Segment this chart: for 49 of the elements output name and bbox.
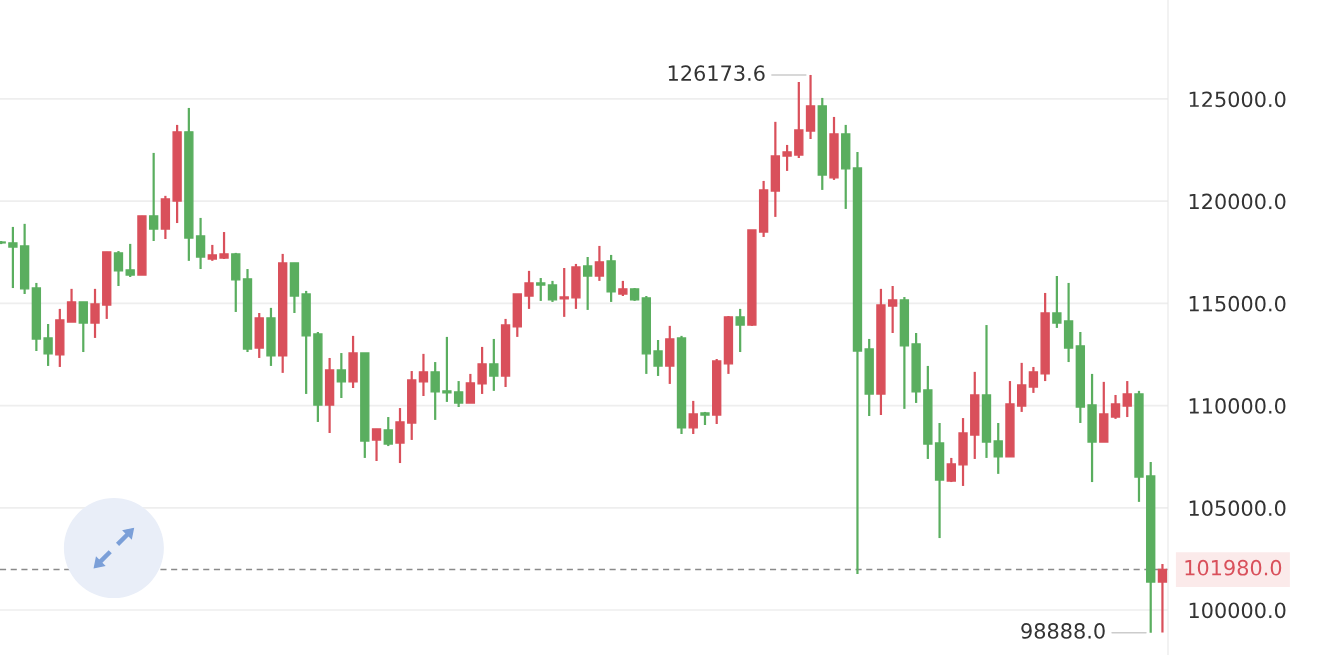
candlestick [195,216,206,271]
candlestick [8,225,18,290]
candlestick [90,287,100,340]
candlestick [653,338,663,378]
candlestick [536,276,546,303]
candlestick [395,406,405,465]
candlestick [465,372,476,405]
candlestick [1028,365,1039,395]
candlestick [1157,562,1168,634]
y-tick-label: 120000.0 [1189,193,1286,210]
candlestick [1110,393,1121,420]
candlestick [383,415,393,448]
candlestick [547,279,558,304]
candlestick [371,427,382,463]
candlestick [418,352,429,398]
candlestick [477,345,487,396]
y-tick-label: 115000.0 [1189,295,1286,312]
candlestick [524,269,534,311]
candlestick [1016,361,1027,414]
y-tick-label: 110000.0 [1189,398,1286,414]
candlestick [887,284,898,335]
y-tick-label: 125000.0 [1189,91,1286,108]
candlestick [688,399,698,436]
candlestick [735,307,745,354]
y-tick-label: 105000.0 [1189,500,1286,517]
ref-line-label: 101980.0 [1185,559,1282,576]
candlestick [125,242,135,279]
candlestick [453,379,464,409]
candlestick [594,244,605,282]
annotation: 98888.0 [1021,623,1105,639]
candlestick [993,421,1003,475]
candlestick [219,230,229,261]
candlestick [582,255,593,312]
candlestick [66,287,77,324]
candlestick [148,151,159,243]
candlestick [782,143,792,173]
candlestick [489,337,499,392]
candlestick [1122,379,1132,419]
annotation: 126173.6 [668,65,765,81]
candlestick [1052,274,1062,330]
candlestick [113,249,124,288]
candlestick [43,322,53,368]
candlestick [336,351,347,400]
y-tick-label: 100000.0 [1189,602,1286,619]
candlestick [442,335,452,404]
candlestick [78,300,88,354]
candlestick [559,266,569,318]
candlestick [946,456,956,484]
candlestick [430,360,440,422]
